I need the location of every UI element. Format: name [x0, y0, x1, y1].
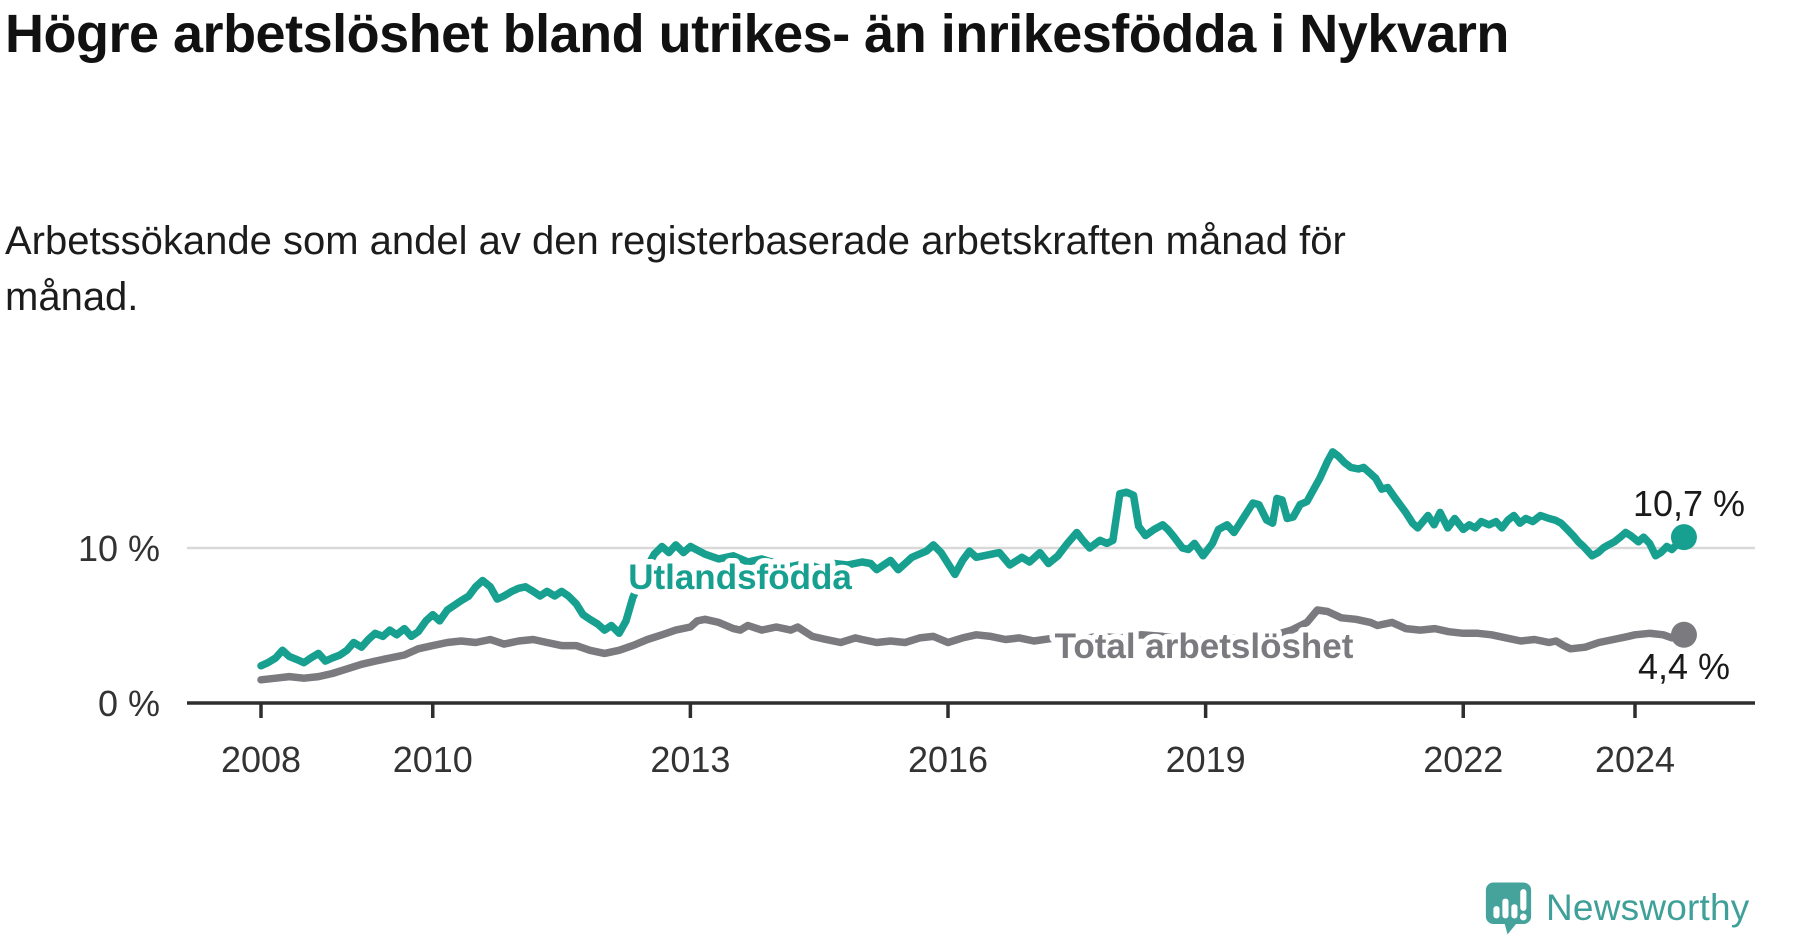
series-label-utlandsf-dda: Utlandsfödda: [628, 558, 852, 597]
x-axis-tick-label: 2008: [221, 739, 301, 780]
series-line-total-arbetsl-shet: [257, 606, 1688, 684]
y-axis-label-0pct: 0 %: [98, 683, 160, 724]
series-end-value-total-arbetsl-shet: 4,4 %: [1638, 646, 1730, 687]
x-axis-tick-label: 2016: [908, 739, 988, 780]
x-axis-tick-label: 2010: [393, 739, 473, 780]
newsworthy-logo-icon: [1485, 882, 1532, 935]
series-end-value-utlandsf-dda: 10,7 %: [1633, 483, 1745, 524]
exclamation-bar: [1520, 889, 1527, 911]
x-axis-tick-label: 2024: [1595, 739, 1675, 780]
chart-subtitle: Arbetssökande som andel av den registerb…: [5, 219, 1346, 319]
series-end-dot-utlandsf-dda: [1670, 524, 1697, 551]
x-axis-tick-label: 2013: [650, 739, 730, 780]
y-axis-label-10pct: 10 %: [78, 528, 160, 569]
x-axis-tick-label: 2019: [1166, 739, 1246, 780]
newsworthy-logo-text: Newsworthy: [1546, 887, 1750, 928]
series-end-dot-total-arbetsl-shet: [1670, 621, 1697, 648]
x-axis-tick-label: 2022: [1423, 739, 1503, 780]
exclamation-dot: [1519, 913, 1527, 921]
page-title: Högre arbetslöshet bland utrikes- än inr…: [5, 4, 1509, 64]
bar-small: [1493, 906, 1500, 919]
newsworthy-branding: Newsworthy: [1484, 880, 1750, 936]
series-label-total-arbetsl-shet: Total arbetslöshet: [1055, 627, 1354, 666]
bar-tall: [1502, 898, 1509, 919]
bar-medium: [1511, 904, 1518, 919]
series-line-utlandsf-dda: [257, 448, 1688, 670]
